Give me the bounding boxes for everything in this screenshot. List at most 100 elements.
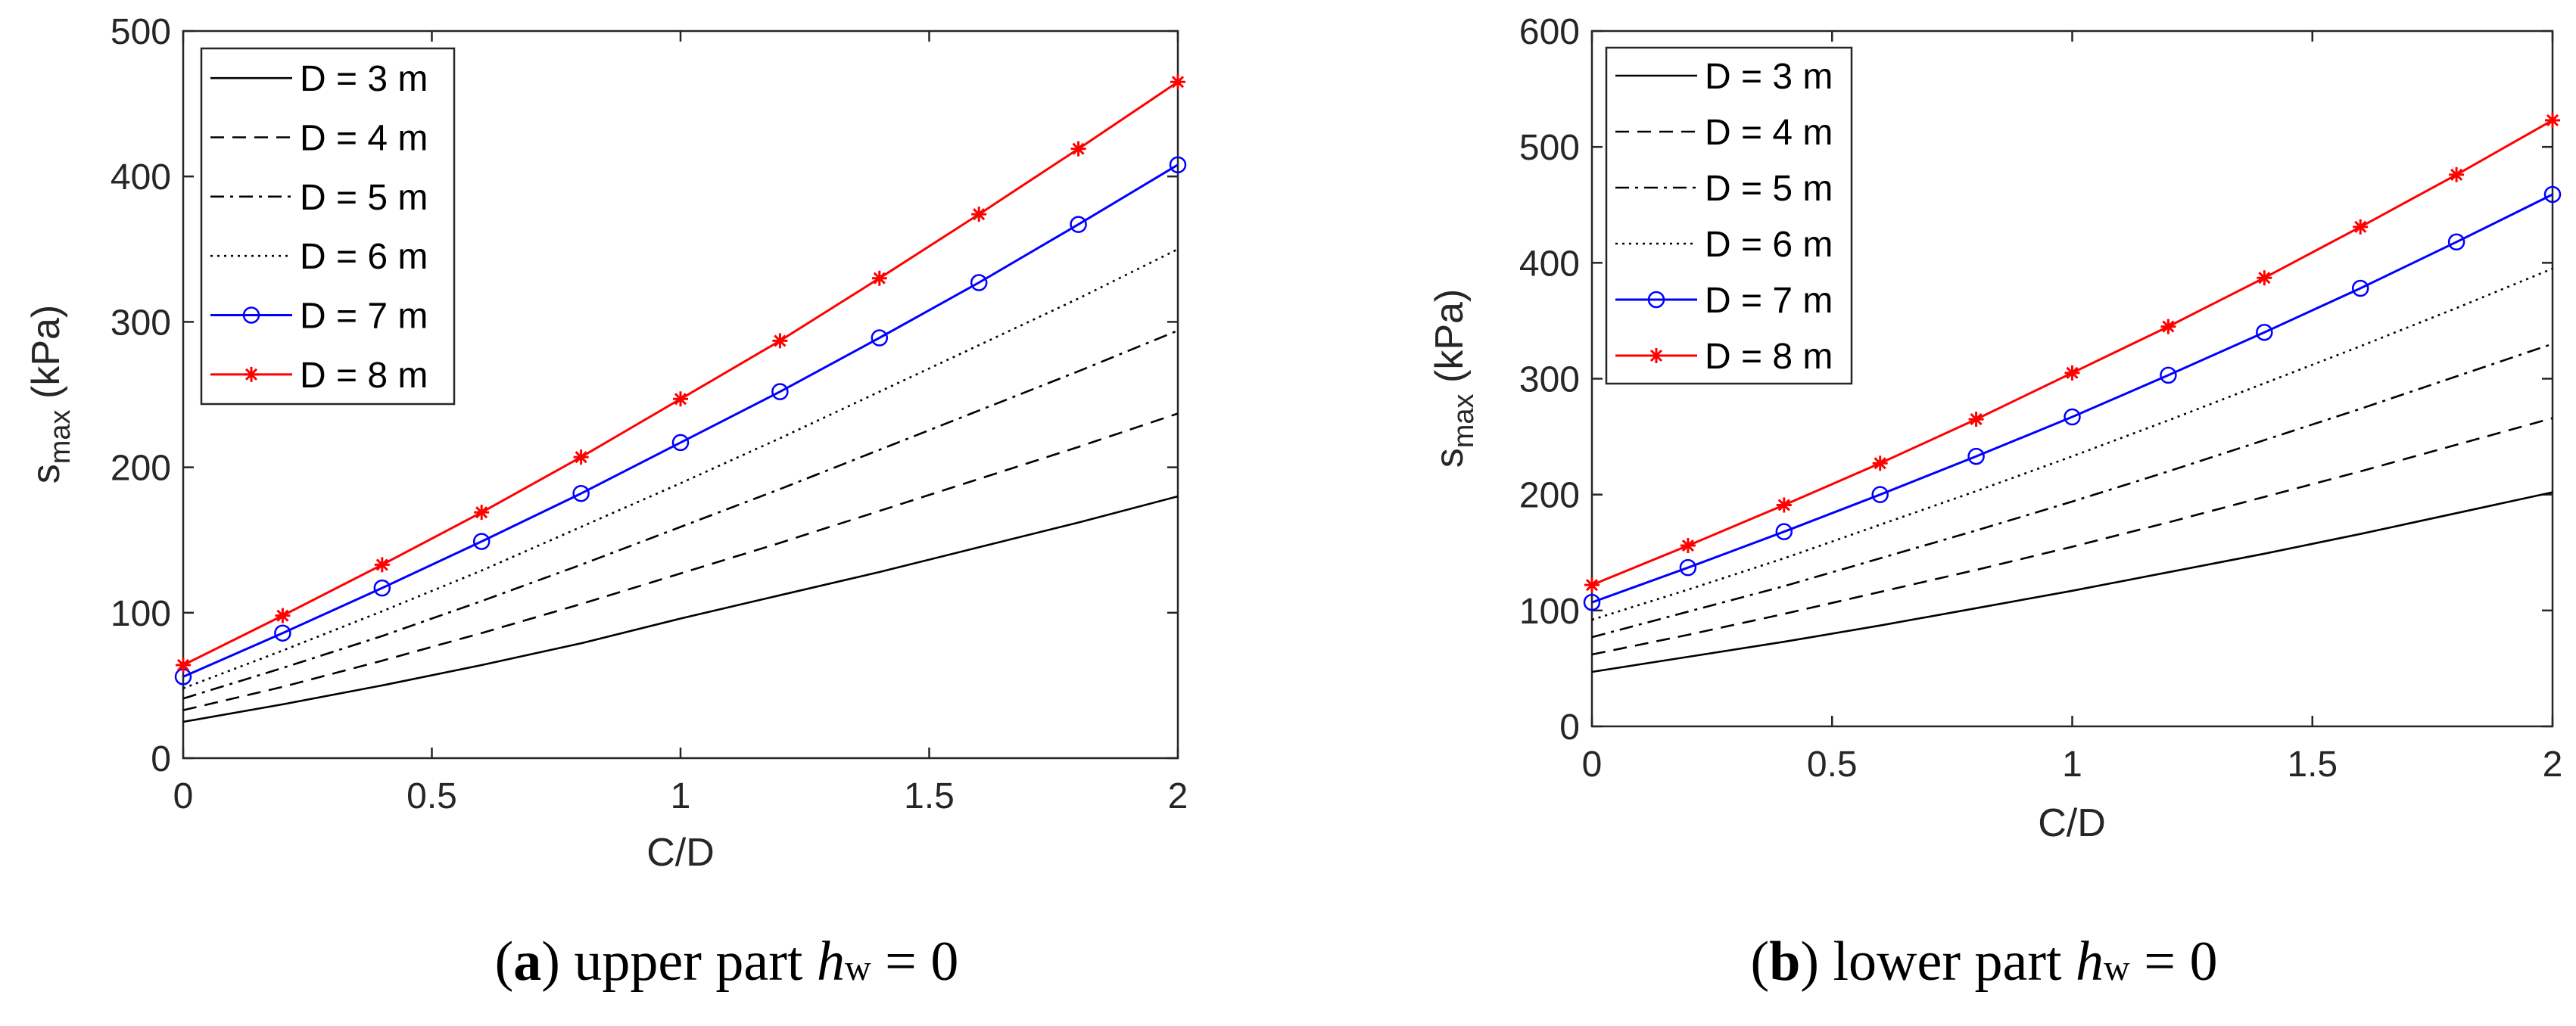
series-line-4m <box>182 412 1179 711</box>
data-point-star <box>1776 497 1792 513</box>
y-tick-label: 100 <box>111 594 171 634</box>
data-point-circle <box>1679 558 1697 577</box>
x-tick-label: 2 <box>1168 776 1188 816</box>
y-axis-label-units: (kPa) <box>24 305 68 410</box>
x-tick-label: 1 <box>671 776 691 816</box>
data-point-star <box>2257 270 2272 286</box>
data-point-star <box>673 391 688 407</box>
y-tick-label: 300 <box>1519 360 1580 400</box>
data-point-star <box>2353 219 2369 235</box>
x-tick-label: 0 <box>1582 745 1603 785</box>
data-point-star <box>176 657 191 673</box>
x-tick-label: 1.5 <box>904 776 955 816</box>
y-tick-label: 100 <box>1519 592 1580 632</box>
legend-marker-star <box>1649 348 1664 363</box>
x-axis-label: C/D <box>2038 801 2106 845</box>
x-tick-label: 0.5 <box>1807 745 1858 785</box>
chart-b: 0 0.5 1 1.5 2 0 100 200 300 400 500 600 C/D smax (kPa… <box>1428 12 2562 993</box>
data-point-star <box>1070 141 1086 157</box>
legend-entry-label: D = 7 m <box>1705 281 1833 321</box>
legend-entry-label: D = 5 m <box>300 178 428 218</box>
caption-letter: a <box>513 931 541 993</box>
data-point-star <box>2064 365 2080 381</box>
data-point-star <box>871 270 887 286</box>
data-point-circle <box>671 434 690 452</box>
legend-box <box>1605 46 1853 385</box>
data-point-star <box>374 557 390 573</box>
data-point-circle <box>572 484 590 502</box>
legend-entry-label: D = 5 m <box>1705 169 1833 209</box>
legend-entry-label: D = 8 m <box>1705 337 1833 377</box>
caption-tail: = 0 <box>871 931 959 993</box>
data-point-circle <box>2543 185 2562 204</box>
data-point-circle <box>970 274 988 291</box>
y-axis-label-subscript: max <box>45 409 76 464</box>
y-tick-label: 400 <box>1519 244 1580 284</box>
data-point-circle <box>1070 216 1087 233</box>
data-point-star <box>474 505 490 521</box>
x-tick-label: 0.5 <box>406 776 457 816</box>
data-point-circle <box>1169 156 1187 174</box>
y-axis-label: smax (kPa) <box>24 305 76 483</box>
data-point-circle <box>373 579 391 597</box>
caption-close-paren: ) <box>1800 931 1819 993</box>
data-point-circle <box>2447 233 2465 251</box>
data-point-circle <box>2064 408 2081 426</box>
series-line-4m <box>1591 417 2553 656</box>
series-line-7m <box>1591 193 2553 604</box>
data-point-star <box>2160 319 2176 334</box>
y-tick-label: 600 <box>1519 12 1580 52</box>
legend-entry-label: D = 4 m <box>1705 113 1833 153</box>
series-line-5m <box>182 329 1179 700</box>
series-line-3m <box>182 495 1179 723</box>
legend-entry-label: D = 6 m <box>1705 225 1833 265</box>
legend-marker-circle <box>242 306 260 324</box>
data-point-star <box>772 333 788 349</box>
series-line-7m <box>182 163 1179 678</box>
y-tick-label: 400 <box>111 157 171 197</box>
y-axis-label-units: (kPa) <box>1428 289 1472 394</box>
x-tick-label: 1.5 <box>2287 745 2338 785</box>
y-axis-label-main: s <box>1428 448 1472 468</box>
data-point-star <box>1968 412 1984 428</box>
y-tick-label: 300 <box>111 303 171 343</box>
data-point-star <box>275 608 291 623</box>
legend-box <box>200 47 456 406</box>
data-point-circle <box>2351 279 2369 297</box>
legend-marker-star <box>244 366 259 382</box>
data-point-star <box>1872 455 1888 471</box>
series-line-6m <box>182 248 1179 689</box>
data-point-circle <box>2256 323 2273 341</box>
data-point-star <box>1170 74 1185 90</box>
data-point-circle <box>472 533 491 550</box>
caption-close-paren: ) <box>541 931 560 993</box>
data-point-circle <box>1871 486 1889 503</box>
y-tick-label: 0 <box>151 739 171 779</box>
caption-variable: h <box>817 931 845 993</box>
chart-a: 0 0.5 1 1.5 2 0 100 200 300 400 500 C/D smax (kPa) D … <box>24 12 1188 993</box>
figure-caption: (a) upper part hw = 0 <box>495 931 959 993</box>
legend-marker-circle <box>1647 291 1665 309</box>
data-point-star <box>971 207 987 222</box>
series-line-5m <box>1591 343 2553 639</box>
data-point-star <box>2545 112 2560 128</box>
legend-entry-label: D = 4 m <box>300 119 428 159</box>
caption-text: lower part <box>1819 931 2076 993</box>
caption-text: upper part <box>560 931 817 993</box>
caption-variable-subscript: w <box>2104 948 2130 988</box>
y-tick-label: 200 <box>1519 476 1580 516</box>
data-point-circle <box>871 329 889 347</box>
data-point-star <box>573 449 589 465</box>
y-axis-label: smax (kPa) <box>1428 289 1480 468</box>
legend-entry-label: D = 3 m <box>1705 57 1833 97</box>
x-tick-label: 2 <box>2543 745 2563 785</box>
data-point-circle <box>1583 593 1601 611</box>
caption-open-paren: ( <box>1751 931 1770 993</box>
data-point-star <box>2449 166 2465 182</box>
legend-entry-label: D = 7 m <box>300 297 428 337</box>
data-point-star <box>1680 538 1696 554</box>
x-axis-label: C/D <box>646 831 715 875</box>
x-tick-label: 0 <box>173 776 194 816</box>
data-point-circle <box>2160 366 2177 384</box>
